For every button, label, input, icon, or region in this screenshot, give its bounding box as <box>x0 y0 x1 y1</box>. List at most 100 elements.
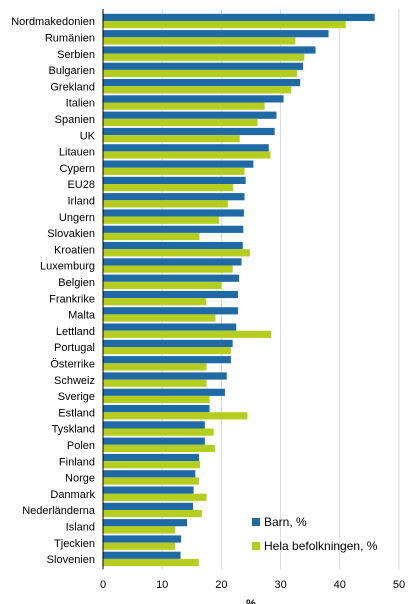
bar <box>103 363 207 371</box>
category-label: Norge <box>65 473 95 485</box>
category-label: Belgien <box>58 277 95 289</box>
bar <box>103 356 231 364</box>
bar <box>103 69 298 78</box>
bar <box>103 258 242 266</box>
bar <box>103 379 207 387</box>
legend-label: Barn, % <box>264 515 307 529</box>
bar <box>103 144 269 152</box>
bar <box>103 274 240 282</box>
category-label: Bulgarien <box>49 65 95 77</box>
bar <box>103 193 245 201</box>
bar <box>103 298 207 306</box>
bar <box>103 421 205 429</box>
bar <box>103 558 199 567</box>
category-label: Nordmakedonien <box>11 16 95 28</box>
bar <box>103 216 220 224</box>
category-label: Ungern <box>59 212 95 224</box>
bar <box>103 265 233 273</box>
category-label: Tjeckien <box>54 538 95 550</box>
x-tick-label: 10 <box>156 579 168 591</box>
bar <box>103 290 238 299</box>
bar <box>103 200 228 208</box>
category-label: Schweiz <box>54 375 95 387</box>
category-label: Slovakien <box>47 228 95 240</box>
bar <box>103 347 231 355</box>
category-label: Rumänien <box>45 32 95 44</box>
x-tick-label: 40 <box>334 579 346 591</box>
category-label: Kroatien <box>54 244 95 256</box>
bar <box>103 209 244 217</box>
bar <box>103 535 182 543</box>
category-label: Spanien <box>55 114 95 126</box>
x-tick-labels: 0 10 20 30 40 50 <box>100 579 405 591</box>
bar <box>103 323 237 331</box>
bar <box>103 461 201 469</box>
bar <box>103 232 200 241</box>
bar <box>103 526 176 534</box>
bar <box>103 486 194 494</box>
bar <box>103 470 196 478</box>
bar <box>103 428 214 436</box>
legend-label: Hela befolkningen, % <box>264 539 378 553</box>
category-label: Irland <box>67 195 95 207</box>
category-label: Malta <box>68 310 96 322</box>
category-label: Portugal <box>54 342 95 354</box>
x-tick-label: 30 <box>274 579 286 591</box>
bar <box>103 111 277 119</box>
x-tick-label: 20 <box>215 579 227 591</box>
bar <box>103 249 250 257</box>
bar <box>103 372 227 380</box>
bar <box>103 53 305 61</box>
category-label: Danmark <box>50 489 95 501</box>
category-label: Sverige <box>58 391 95 403</box>
bar <box>103 242 243 250</box>
bar <box>103 551 181 559</box>
bar <box>103 118 258 126</box>
category-label: Litauen <box>59 147 95 159</box>
bar <box>103 79 301 87</box>
bar <box>103 151 271 159</box>
bar <box>103 453 199 462</box>
bar <box>103 395 210 404</box>
bar <box>103 13 375 21</box>
category-label: Cypern <box>60 163 95 175</box>
category-label: UK <box>80 130 96 142</box>
category-label: Österrike <box>50 358 95 370</box>
bar <box>103 412 248 420</box>
bar <box>103 176 246 184</box>
x-axis-title: % <box>246 598 256 604</box>
category-label: Estland <box>58 407 95 419</box>
category-label: Luxemburg <box>40 261 95 273</box>
bar <box>103 519 188 527</box>
bar <box>103 135 240 143</box>
bar <box>103 95 284 103</box>
bar <box>103 405 210 413</box>
bar <box>103 86 292 94</box>
bar <box>103 307 238 315</box>
bar <box>103 444 215 452</box>
bar <box>103 127 275 136</box>
bar <box>103 21 346 29</box>
bar <box>103 102 265 110</box>
category-label: Serbien <box>57 49 95 61</box>
category-label: Finland <box>59 456 95 468</box>
bar <box>103 330 272 338</box>
bar <box>103 167 245 175</box>
bar <box>103 62 304 70</box>
bar <box>103 510 202 518</box>
category-label: Island <box>66 521 95 533</box>
category-label: Tyskland <box>52 424 95 436</box>
bar <box>103 388 225 396</box>
bar <box>103 339 233 347</box>
bar <box>103 493 207 501</box>
x-tick-label: 0 <box>100 579 106 591</box>
category-label: Lettland <box>56 326 95 338</box>
category-label: Slovenien <box>47 554 95 566</box>
legend-swatch <box>252 542 260 550</box>
category-labels: Nordmakedonien Rumänien Serbien Bulgarien Gr… <box>11 16 96 566</box>
bars-group <box>103 13 375 567</box>
bar <box>103 477 199 485</box>
bar <box>103 160 254 168</box>
legend: Barn, % Hela befolkningen, % <box>252 515 378 553</box>
